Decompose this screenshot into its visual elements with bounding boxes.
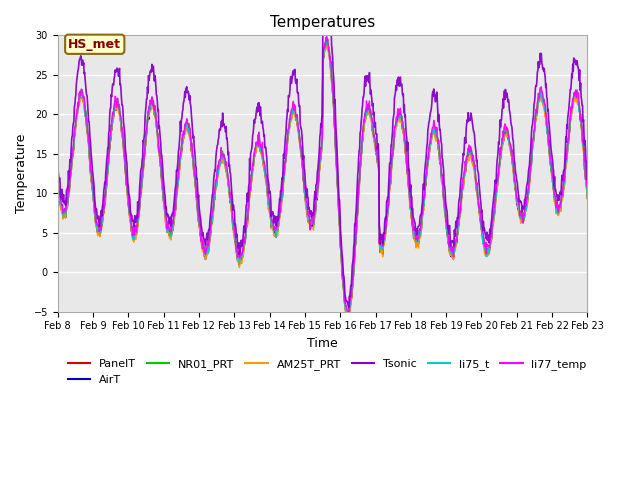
Text: HS_met: HS_met: [68, 38, 121, 51]
X-axis label: Time: Time: [307, 337, 338, 350]
Y-axis label: Temperature: Temperature: [15, 134, 28, 213]
Title: Temperatures: Temperatures: [270, 15, 375, 30]
Legend: PanelT, AirT, NR01_PRT, AM25T_PRT, Tsonic, li75_t, li77_temp: PanelT, AirT, NR01_PRT, AM25T_PRT, Tsoni…: [63, 355, 591, 389]
